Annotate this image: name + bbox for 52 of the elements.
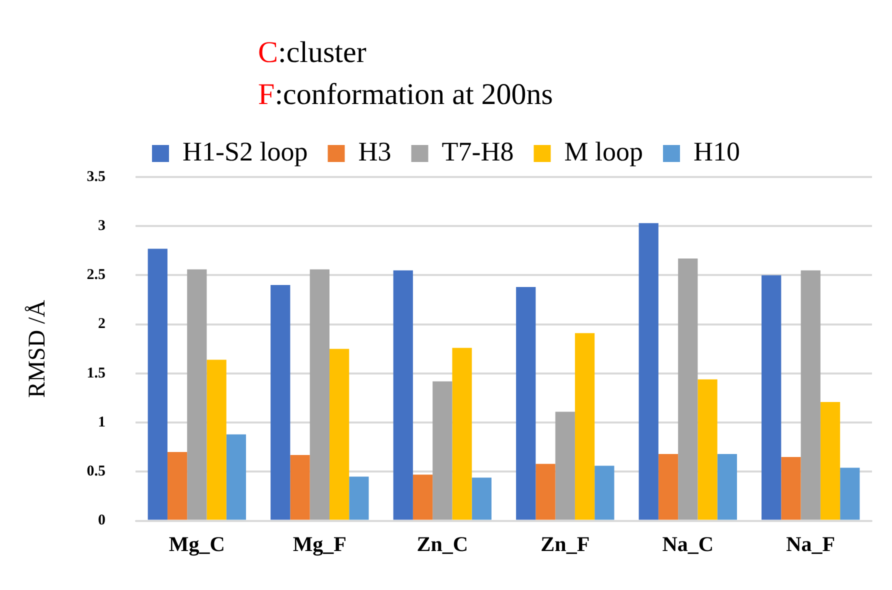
bar (349, 476, 369, 520)
legend-label: H1-S2 loop (182, 136, 308, 167)
chart-subtitle: F:conformation at 200ns (258, 78, 553, 112)
x-tick-label: Mg_C (168, 532, 225, 556)
x-tick-label: Zn_F (540, 532, 590, 556)
y-tick-label: 1.5 (86, 365, 106, 382)
legend-label: T7-H8 (442, 136, 514, 167)
bar (226, 434, 246, 520)
bar (698, 379, 718, 520)
bar (310, 269, 330, 520)
bar (536, 464, 556, 520)
bar (555, 412, 575, 520)
y-tick-label: 3 (98, 218, 106, 234)
bar (167, 452, 188, 520)
y-tick-label: 0 (98, 512, 106, 529)
bar (206, 360, 226, 520)
bar (638, 223, 658, 520)
bar (290, 454, 310, 520)
bar (148, 248, 168, 520)
legend-label: M loop (564, 136, 644, 167)
bar (393, 270, 413, 520)
legend-label: H10 (694, 136, 740, 167)
chart-title: C:cluster (258, 36, 366, 70)
bar (472, 478, 492, 520)
x-tick-label: Na_F (786, 532, 836, 556)
y-tick-label: 2.5 (86, 267, 106, 284)
bar (516, 287, 536, 520)
y-axis-title: RMSD /Å (24, 299, 51, 398)
bar (781, 456, 801, 520)
bar (820, 402, 840, 520)
legend-label: H3 (358, 136, 392, 167)
bar (329, 348, 350, 520)
y-tick-label: 3.5 (86, 168, 106, 185)
bar (412, 474, 433, 520)
bar (800, 270, 820, 520)
bar (678, 258, 698, 520)
x-tick-label: Zn_C (416, 532, 468, 556)
bar (452, 348, 472, 520)
bar (840, 468, 860, 520)
x-tick-label: Mg_F (292, 532, 346, 556)
y-tick-label: 0.5 (86, 464, 106, 480)
bar (574, 333, 595, 520)
bar (270, 285, 290, 520)
x-tick-label: Na_C (662, 532, 714, 556)
y-tick-label: 1 (98, 414, 106, 430)
bar (717, 454, 737, 520)
y-tick-label: 2 (98, 316, 106, 332)
bar (432, 381, 452, 520)
bar (658, 454, 678, 520)
bar (187, 269, 207, 520)
bar (762, 275, 782, 520)
bar (594, 466, 614, 520)
